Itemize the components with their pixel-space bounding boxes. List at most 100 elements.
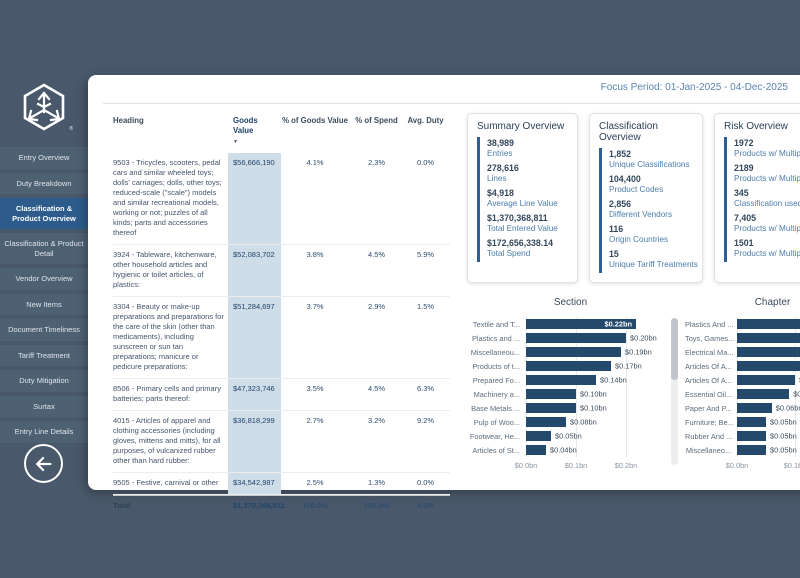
bar-track: $0.10bn bbox=[737, 373, 800, 387]
data-bar[interactable] bbox=[737, 319, 800, 329]
bar-track: $0.09bn bbox=[737, 387, 800, 401]
data-bar[interactable] bbox=[526, 333, 626, 343]
table-row[interactable]: 8506 - Primary cells and primary batteri… bbox=[113, 379, 450, 411]
table-row[interactable]: 3924 - Tableware, kitchenware, other hou… bbox=[113, 245, 450, 297]
data-bar[interactable] bbox=[526, 389, 576, 399]
data-bar[interactable] bbox=[526, 375, 596, 385]
chart-bar-row: Furniture; Be... $0.05bn bbox=[685, 415, 800, 429]
data-bar[interactable] bbox=[526, 417, 566, 427]
column-header-pct-spend[interactable]: % of Spend bbox=[355, 116, 398, 125]
sidebar-item-vendor-overview[interactable]: Vendor Overview bbox=[0, 268, 88, 290]
column-header-heading[interactable]: Heading bbox=[113, 116, 144, 125]
sidebar-item-classification-product-detail[interactable]: Classification & Product Detail bbox=[0, 233, 88, 264]
table-header-row: Heading Goods Value ▼ % of Goods Value %… bbox=[113, 111, 450, 153]
data-label: $0.19bn bbox=[625, 347, 652, 357]
data-bar[interactable] bbox=[737, 375, 795, 385]
chart-bar-row: Miscellaneou... $0.19bn bbox=[468, 345, 673, 359]
data-bar[interactable] bbox=[737, 389, 790, 399]
sidebar-item-new-items[interactable]: New Items bbox=[0, 293, 88, 315]
bar-track: $0.06bn bbox=[737, 401, 800, 415]
sidebar-item-duty-breakdown[interactable]: Duty Breakdown bbox=[0, 172, 88, 194]
kpi-stat: 116 Origin Countries bbox=[599, 223, 693, 248]
cell-heading: 3924 - Tableware, kitchenware, other hou… bbox=[113, 250, 217, 289]
cell-pct-goods-value: 2.5% bbox=[306, 478, 324, 487]
data-bar[interactable] bbox=[526, 319, 636, 329]
cell-heading: 9503 - Tricycles, scooters, pedal cars a… bbox=[113, 158, 222, 237]
data-label: $0.10bn bbox=[580, 403, 607, 413]
table-row[interactable]: 4015 - Articles of apparel and clothing … bbox=[113, 411, 450, 473]
bar-track: $0.12bn bbox=[737, 331, 800, 345]
cell-pct-goods-value: 3.5% bbox=[306, 384, 324, 393]
chart-title-section: Section bbox=[553, 297, 588, 308]
headings-table: Heading Goods Value ▼ % of Goods Value %… bbox=[113, 111, 450, 517]
kpi-stat-label: Unique Tariff Treatments bbox=[609, 260, 698, 269]
kpi-stat: 15 Unique Tariff Treatments bbox=[599, 248, 698, 273]
cell-pct-spend: 2.9% bbox=[367, 302, 386, 311]
category-label: Articles Of A... bbox=[685, 375, 732, 385]
chart-bar-row: Essential Oil... $0.09bn bbox=[685, 387, 800, 401]
kpi-stat: $172,656,338.14 Total Spend bbox=[477, 237, 568, 262]
x-axis-tick: $0.1bn bbox=[564, 461, 588, 470]
chart-bar-row: Footwear, He... $0.05bn bbox=[468, 429, 673, 443]
category-label: Articles Of A... bbox=[685, 361, 732, 371]
data-bar[interactable] bbox=[526, 431, 551, 441]
back-button[interactable] bbox=[24, 444, 63, 483]
category-label: Rubber And ... bbox=[685, 431, 733, 441]
chart-gridline bbox=[795, 317, 796, 457]
kpi-stat-value: 1,852 bbox=[609, 149, 632, 159]
data-bar[interactable] bbox=[526, 403, 576, 413]
column-header-goods-value[interactable]: Goods Value ▼ bbox=[228, 111, 281, 153]
column-header-avg-duty[interactable]: Avg. Duty bbox=[407, 116, 444, 125]
chart-bar-row: Toys, Games...$0.12bn bbox=[685, 331, 800, 345]
data-bar[interactable] bbox=[737, 333, 800, 343]
data-label: $0.17bn bbox=[615, 361, 642, 371]
x-axis-tick: $0.1bn bbox=[783, 461, 800, 470]
table-row[interactable]: 3304 - Beauty or make-up preparations an… bbox=[113, 297, 450, 379]
data-bar[interactable] bbox=[737, 431, 766, 441]
chart-plot: Plastics And ...$0.13bnToys, Games...$0.… bbox=[685, 317, 800, 457]
kpi-stat-label: Product Codes bbox=[609, 185, 664, 194]
cell-heading: 4015 - Articles of apparel and clothing … bbox=[113, 416, 221, 465]
sidebar-item-tariff-treatment[interactable]: Tariff Treatment bbox=[0, 344, 88, 366]
kpi-card-title: Classification Overview bbox=[599, 121, 658, 143]
kpi-stat-value: $1,370,368,811 bbox=[487, 213, 548, 223]
sidebar-item-entry-line-details[interactable]: Entry Line Details bbox=[0, 421, 88, 443]
data-bar[interactable] bbox=[526, 361, 611, 371]
section-chart-scrollbar[interactable] bbox=[671, 318, 678, 465]
kpi-stat: $1,370,368,811 Total Entered Value bbox=[477, 212, 568, 237]
table-total-row[interactable]: Total $1,370,368,811 100.0% 100.0% 4.3% bbox=[113, 495, 450, 517]
data-bar[interactable] bbox=[737, 417, 766, 427]
cell-goods-value: $52,083,702 bbox=[228, 245, 281, 296]
data-bar[interactable] bbox=[737, 445, 766, 455]
sidebar-item-surtax[interactable]: Surtax bbox=[0, 395, 88, 417]
kpi-card-title: Risk Overview bbox=[724, 121, 788, 132]
bar-track: $0.05bn bbox=[737, 429, 800, 443]
cell-avg-duty: 5.9% bbox=[416, 250, 435, 259]
data-bar[interactable] bbox=[737, 361, 800, 371]
sidebar-item-duty-mitigation[interactable]: Duty Mitigation bbox=[0, 370, 88, 392]
kpi-stat: 1,852 Unique Classifications bbox=[599, 148, 693, 173]
category-label: Plastics And ... bbox=[685, 319, 734, 329]
data-label: $0.22bn bbox=[604, 319, 632, 329]
kpi-stat: $4,918 Average Line Value bbox=[477, 187, 568, 212]
bar-track: $0.05bn bbox=[737, 443, 800, 457]
cell-avg-duty: 9.2% bbox=[416, 416, 435, 425]
table-row[interactable]: 9505 - Festive, carnival or other $34,542… bbox=[113, 473, 450, 495]
bar-track: $0.22bn bbox=[526, 317, 673, 331]
data-bar[interactable] bbox=[737, 403, 772, 413]
chart-bar-row: Miscellaneo... $0.05bn bbox=[685, 443, 800, 457]
data-bar[interactable] bbox=[526, 347, 621, 357]
sidebar-item-entry-overview[interactable]: Entry Overview bbox=[0, 147, 88, 169]
cell-avg-duty: 0.0% bbox=[416, 478, 435, 487]
data-bar[interactable] bbox=[737, 347, 800, 357]
scrollbar-thumb[interactable] bbox=[671, 318, 678, 380]
sidebar-item-classification-product-overview[interactable]: Classification & Product Overview bbox=[0, 198, 88, 229]
table-row[interactable]: 9503 - Tricycles, scooters, pedal cars a… bbox=[113, 153, 450, 245]
cell-pct-spend: 3.2% bbox=[367, 416, 386, 425]
category-label: Articles of St... bbox=[472, 445, 520, 455]
column-header-pct-goods-value[interactable]: % of Goods Value bbox=[282, 116, 348, 125]
sidebar-item-document-timeliness[interactable]: Document Timeliness bbox=[0, 319, 88, 341]
data-bar[interactable] bbox=[526, 445, 546, 455]
